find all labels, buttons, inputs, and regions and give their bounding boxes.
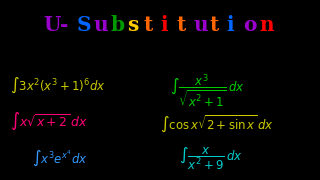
Text: n: n [260,15,275,35]
Text: o: o [243,15,257,35]
Text: t: t [143,15,153,35]
Text: $\int \dfrac{x}{x^2+9}\,dx$: $\int \dfrac{x}{x^2+9}\,dx$ [179,146,243,172]
Text: i: i [160,15,168,35]
Text: s: s [127,15,138,35]
Text: Substitution Rule for Indefinite Integrals: Substitution Rule for Indefinite Integra… [45,49,275,59]
Text: $\int \cos x\sqrt{2+\sin x}\,dx$: $\int \cos x\sqrt{2+\sin x}\,dx$ [160,114,274,135]
Text: t: t [210,15,219,35]
Text: u: u [193,15,208,35]
Text: i: i [227,15,234,35]
Text: $\int x\sqrt{x+2}\, dx$: $\int x\sqrt{x+2}\, dx$ [10,110,87,132]
Text: U: U [44,15,61,35]
Text: t: t [177,15,186,35]
Text: $\int x^3 e^{x^4}dx$: $\int x^3 e^{x^4}dx$ [32,149,88,168]
Text: S: S [77,15,92,35]
Text: u: u [93,15,108,35]
Text: $\int 3x^2(x^3+1)^6dx$: $\int 3x^2(x^3+1)^6dx$ [10,76,105,95]
Text: -: - [60,15,68,35]
Text: b: b [110,15,124,35]
Text: $\int \dfrac{x^3}{\sqrt{x^2+1}}\,dx$: $\int \dfrac{x^3}{\sqrt{x^2+1}}\,dx$ [170,73,244,110]
